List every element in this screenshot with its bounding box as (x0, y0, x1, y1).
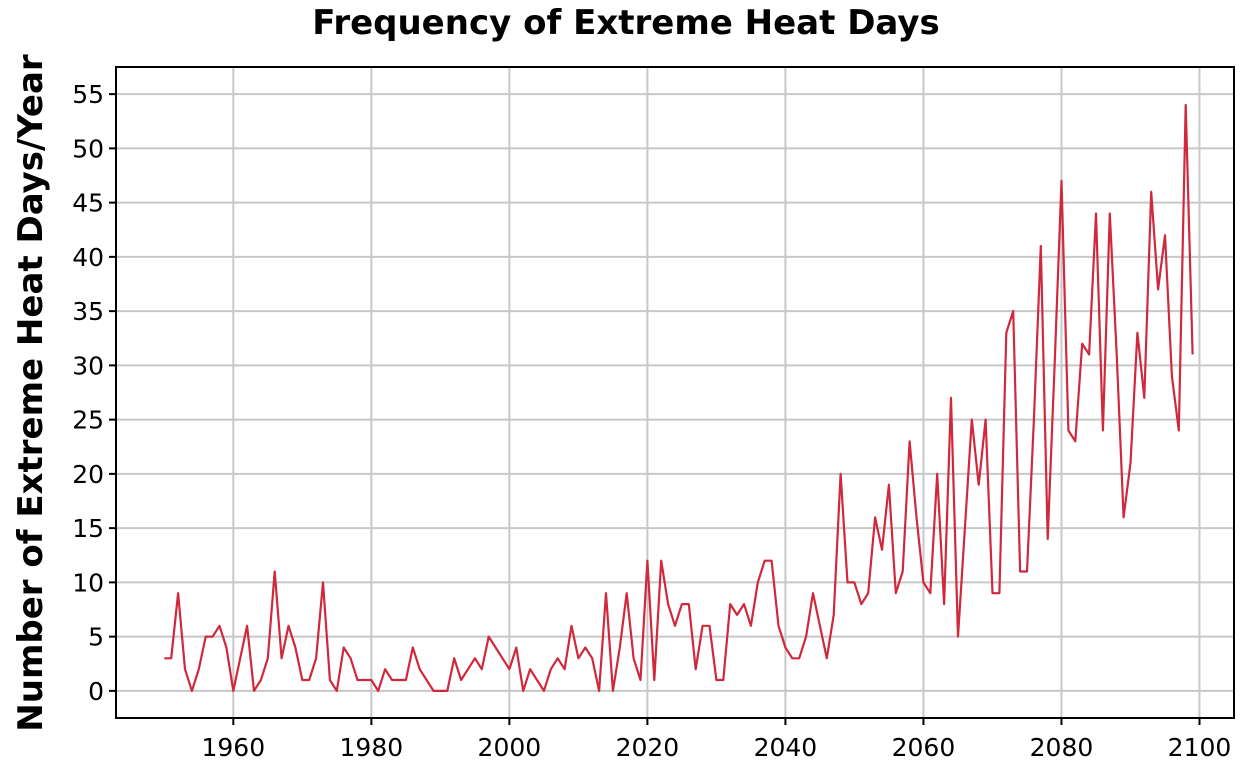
series-layer (164, 103, 1194, 693)
grid-lines (116, 67, 1234, 718)
y-tick-label: 50 (72, 134, 104, 163)
y-tick-label: 25 (72, 406, 104, 435)
y-tick-label: 5 (88, 623, 104, 652)
y-tick-label: 35 (72, 297, 104, 326)
y-tick-label: 55 (72, 80, 104, 109)
x-tick-label: 1960 (202, 733, 266, 762)
chart-title: Frequency of Extreme Heat Days (312, 3, 939, 43)
y-tick-label: 45 (72, 189, 104, 218)
y-tick-label: 0 (88, 677, 104, 706)
x-tick-label: 2020 (616, 733, 680, 762)
series-line (164, 103, 1194, 693)
x-tick-label: 2060 (892, 733, 956, 762)
x-tick-label: 2000 (478, 733, 542, 762)
y-tick-label: 20 (72, 460, 104, 489)
y-tick-label: 15 (72, 514, 104, 543)
x-tick-label: 2080 (1030, 733, 1094, 762)
y-tick-label: 10 (72, 568, 104, 597)
x-tick-label: 1980 (340, 733, 404, 762)
plot-frame (115, 66, 1235, 719)
y-axis-label: Number of Extreme Heat Days/Year (11, 54, 51, 732)
tick-labels: 1960 1980 2000 2020 2040 2060 2080 210005101520… (72, 80, 1231, 762)
y-tick-label: 30 (72, 351, 104, 380)
axis-ticks (109, 93, 1201, 725)
x-tick-label: 2040 (754, 733, 818, 762)
y-tick-label: 40 (72, 243, 104, 272)
x-tick-label: 2100 (1168, 733, 1232, 762)
